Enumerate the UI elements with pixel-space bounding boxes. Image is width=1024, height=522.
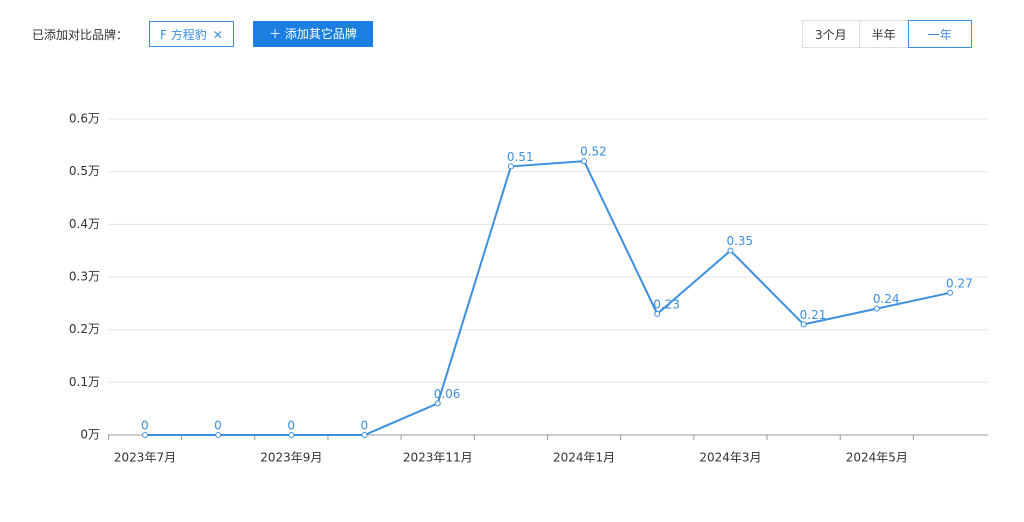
compare-label: 已添加对比品牌： <box>32 28 129 42</box>
data-point <box>142 432 148 438</box>
x-tick-label: 2023年9月 <box>260 451 322 465</box>
range-switch: 3个月 半年 一年 <box>802 20 972 48</box>
data-label: 0 <box>214 419 222 433</box>
x-tick-label: 2024年1月 <box>553 451 615 465</box>
brand-name: F 方程豹 <box>160 28 207 42</box>
data-label: 0 <box>287 419 295 433</box>
y-tick-label: 0.2万 <box>69 322 100 336</box>
y-tick-label: 0.1万 <box>69 375 100 389</box>
data-label: 0.24 <box>873 292 900 306</box>
data-point <box>581 158 588 165</box>
data-point <box>727 247 734 254</box>
series-line <box>145 160 951 436</box>
data-label: 0.27 <box>946 276 973 290</box>
data-point <box>873 305 880 312</box>
data-label: 0.21 <box>800 308 827 322</box>
data-point <box>947 289 953 296</box>
range-option-active[interactable]: 一年 <box>907 20 972 48</box>
data-label: 0.52 <box>580 145 607 159</box>
x-tick-label: 2023年7月 <box>114 451 176 465</box>
y-tick-label: 0.5万 <box>69 164 100 178</box>
remove-icon[interactable]: ✕ <box>212 28 223 42</box>
brand-tag[interactable]: F 方程豹 ✕ <box>149 21 234 47</box>
x-tick-label: 2024年3月 <box>699 451 761 465</box>
data-point <box>361 432 368 438</box>
data-label: 0.06 <box>434 387 461 401</box>
data-label: 0.23 <box>653 297 680 311</box>
data-label: 0.51 <box>507 150 534 164</box>
data-point <box>434 400 441 407</box>
data-point <box>215 432 222 438</box>
x-tick-label: 2024年5月 <box>846 451 908 465</box>
add-brand-button[interactable]: ＋ 添加其它品牌 <box>253 21 373 47</box>
y-tick-label: 0.4万 <box>69 217 100 231</box>
data-label: 0 <box>141 419 149 433</box>
y-tick-label: 0.6万 <box>69 112 100 126</box>
data-point <box>654 310 661 317</box>
x-tick-label: 2023年11月 <box>403 451 473 465</box>
data-label: 0 <box>361 419 369 433</box>
add-brand-text: 添加其它品牌 <box>284 27 357 41</box>
data-label: 0.35 <box>726 234 753 248</box>
y-tick-label: 0万 <box>80 428 100 442</box>
y-tick-label: 0.3万 <box>69 270 100 284</box>
data-point <box>800 321 807 328</box>
data-point <box>507 163 514 170</box>
data-point <box>288 432 295 438</box>
